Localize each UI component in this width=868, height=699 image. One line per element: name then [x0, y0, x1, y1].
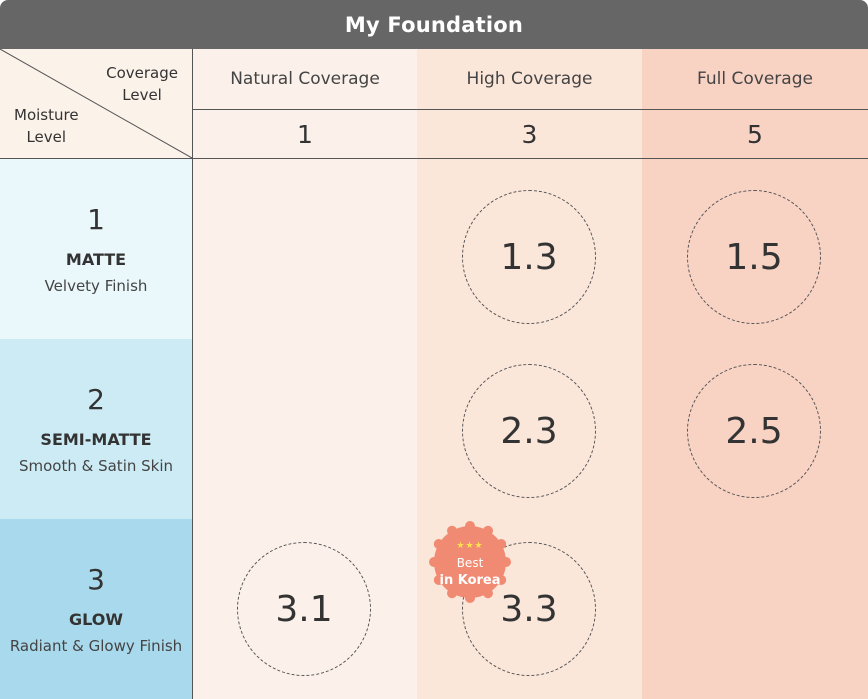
coverage-label-line2: Level — [122, 86, 162, 104]
badge-line1: Best — [456, 555, 484, 570]
badge-line2: in Korea — [439, 572, 501, 588]
moisture-label-line2: Level — [26, 128, 67, 146]
row-name: MATTE — [65, 250, 127, 269]
column-number-high: 3 — [521, 119, 538, 149]
column-label-high: High Coverage — [466, 69, 593, 89]
row-number: 1 — [87, 203, 105, 236]
cell-circle-2-3: 2.3 — [462, 364, 596, 498]
column-number-full: 5 — [747, 119, 763, 149]
header-bottom-line — [0, 158, 868, 159]
column-label-natural: Natural Coverage — [230, 69, 380, 89]
cell-circle-3-3: 3.3 — [462, 542, 596, 676]
corner-diagonal — [0, 49, 192, 158]
cell-circle-1-5: 1.5 — [687, 190, 821, 324]
row-name: SEMI-MATTE — [40, 430, 152, 449]
best-in-korea-badge: ★★★ Best in Korea — [428, 520, 512, 604]
cell-circle-1-3: 1.3 — [462, 190, 596, 324]
cell-circle-3-1: 3.1 — [237, 542, 371, 676]
coverage-label-line1: Coverage — [106, 64, 178, 82]
badge-scalloped-shape — [429, 521, 511, 603]
column-number-natural: 1 — [297, 119, 313, 149]
moisture-label-line1: Moisture — [14, 106, 79, 124]
row-header-glow: 3 GLOW Radiant & Glowy Finish — [0, 519, 192, 699]
header-divider — [193, 109, 868, 110]
page-title: My Foundation — [0, 0, 868, 49]
row-header-matte: 1 MATTE Velvety Finish — [0, 159, 192, 339]
row-description: Radiant & Glowy Finish — [9, 637, 183, 655]
moisture-level-label: Moisture Level — [14, 104, 79, 148]
row-description: Smooth & Satin Skin — [18, 457, 174, 475]
column-label-full: Full Coverage — [697, 69, 813, 89]
corner-header: Coverage Level Moisture Level — [0, 49, 192, 158]
row-description: Velvety Finish — [44, 277, 148, 295]
row-number: 2 — [87, 383, 105, 416]
row-number: 3 — [87, 563, 105, 596]
row-name: GLOW — [68, 610, 123, 629]
coverage-level-label: Coverage Level — [106, 62, 178, 106]
row-header-divider — [192, 49, 193, 699]
badge-stars-icon: ★★★ — [456, 540, 484, 551]
row-header-semi-matte: 2 SEMI-MATTE Smooth & Satin Skin — [0, 339, 192, 519]
cell-circle-2-5: 2.5 — [687, 364, 821, 498]
badge-text: ★★★ Best in Korea — [428, 520, 512, 604]
